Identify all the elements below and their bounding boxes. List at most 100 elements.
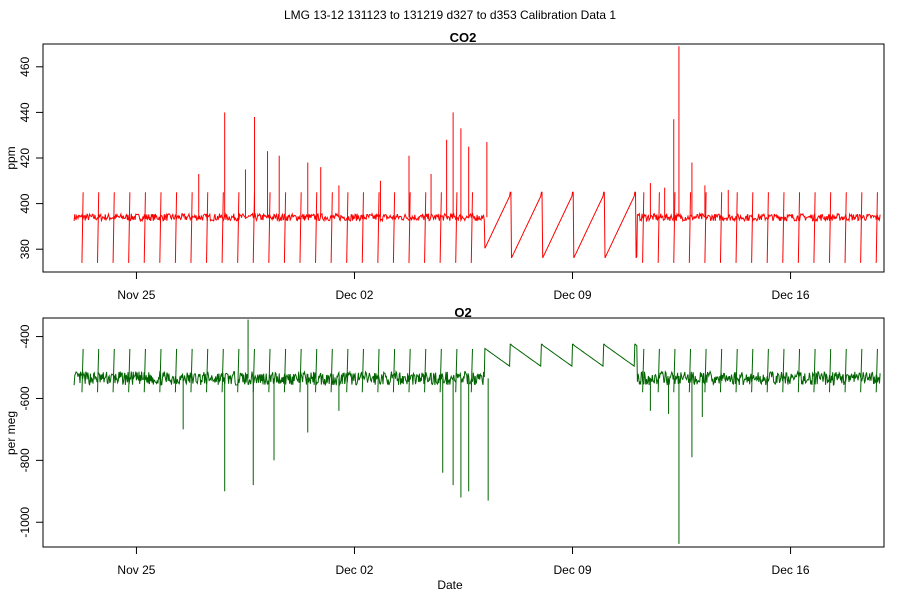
co2-x-tick-label: Nov 25 xyxy=(117,288,155,302)
o2-calibration-mark xyxy=(237,348,240,393)
o2-panel-title: O2 xyxy=(454,305,471,320)
o2-x-tick-label: Dec 16 xyxy=(772,563,810,577)
co2-calibration-mark xyxy=(159,192,162,263)
o2-calibration-mark xyxy=(112,348,115,393)
co2-calibration-mark xyxy=(688,192,692,263)
o2-calibration-mark xyxy=(315,348,318,393)
o2-y-axis-label: per meg xyxy=(4,411,18,455)
o2-calibration-mark xyxy=(159,348,162,393)
co2-calibration-mark xyxy=(268,192,271,263)
co2-series-line xyxy=(73,191,881,259)
co2-calibration-mark xyxy=(719,192,723,263)
co2-calibration-mark xyxy=(392,192,396,263)
co2-calibration-mark xyxy=(315,192,318,263)
o2-calibration-mark xyxy=(828,348,832,393)
co2-calibration-mark xyxy=(97,192,100,263)
o2-x-tick-label: Dec 02 xyxy=(335,563,373,577)
o2-calibration-mark xyxy=(268,348,271,393)
co2-calibration-mark xyxy=(875,192,878,263)
figure-title: LMG 13-12 131123 to 131219 d327 to d353 … xyxy=(284,8,616,22)
o2-calibration-mark xyxy=(283,348,287,393)
co2-calibration-mark xyxy=(860,192,863,263)
o2-panel: O2 per meg Date Nov 25 Dec 02 Dec 09 Dec 16… xyxy=(4,305,885,592)
co2-calibration-mark xyxy=(470,192,473,263)
co2-calibration-mark xyxy=(766,192,769,263)
o2-calibration-mark xyxy=(766,348,769,393)
o2-y-tick-label: -400 xyxy=(18,324,32,348)
co2-calibration-mark xyxy=(377,192,380,263)
co2-calibration-mark xyxy=(828,192,832,263)
co2-calibration-mark xyxy=(439,192,442,263)
co2-calibration-mark xyxy=(174,192,178,263)
o2-series-line xyxy=(73,343,881,387)
o2-y-tick-label: -1000 xyxy=(18,507,32,538)
o2-calibration-mark xyxy=(330,348,333,393)
co2-calibration-mark xyxy=(797,192,801,263)
co2-x-tick-label: Dec 02 xyxy=(335,288,373,302)
o2-calibration-mark xyxy=(392,348,396,393)
o2-calibration-mark xyxy=(844,348,847,393)
co2-calibration-mark xyxy=(782,192,785,263)
co2-plot-area xyxy=(73,46,881,263)
co2-calibration-mark xyxy=(190,192,193,263)
o2-y-tick-label: -600 xyxy=(18,386,32,410)
co2-calibration-mark xyxy=(237,192,240,263)
co2-calibration-mark xyxy=(844,192,847,263)
co2-calibration-mark xyxy=(221,192,224,263)
co2-panel: CO2 ppm Nov 25 Dec 02 Dec 09 Dec 16 380 400 42… xyxy=(4,30,885,302)
co2-x-tick-label: Dec 16 xyxy=(772,288,810,302)
o2-calibration-mark xyxy=(174,348,178,393)
co2-y-tick-label: 380 xyxy=(18,239,32,259)
co2-y-tick-label: 420 xyxy=(18,148,32,168)
co2-calibration-mark xyxy=(81,192,84,263)
co2-x-tick-label: Dec 09 xyxy=(554,288,592,302)
co2-calibration-mark xyxy=(299,192,302,263)
o2-plot-frame xyxy=(42,317,885,548)
o2-plot-area xyxy=(73,319,881,544)
o2-calibration-mark xyxy=(860,348,863,393)
co2-calibration-mark xyxy=(128,192,131,263)
co2-y-tick-label: 400 xyxy=(18,193,32,213)
o2-axes: Nov 25 Dec 02 Dec 09 Dec 16 -1000 -800 -600 -40… xyxy=(18,324,810,577)
o2-calibration-mark xyxy=(704,348,707,393)
co2-calibration-mark xyxy=(735,192,738,263)
o2-calibration-mark xyxy=(875,348,878,393)
o2-calibration-mark xyxy=(299,348,302,393)
o2-calibration-mark xyxy=(719,348,723,393)
o2-calibration-mark xyxy=(688,348,692,393)
co2-y-tick-label: 460 xyxy=(18,56,32,76)
o2-x-axis-label: Date xyxy=(437,578,463,592)
co2-calibration-mark xyxy=(455,192,458,263)
co2-calibration-mark xyxy=(346,192,349,263)
o2-calibration-mark xyxy=(439,348,442,393)
co2-axes: Nov 25 Dec 02 Dec 09 Dec 16 380 400 420 440 460 xyxy=(18,56,810,302)
o2-calibration-mark xyxy=(190,348,193,393)
co2-y-tick-label: 440 xyxy=(18,102,32,122)
o2-calibration-mark xyxy=(97,348,100,393)
co2-calibration-mark xyxy=(704,192,707,263)
co2-calibration-mark xyxy=(112,192,115,263)
o2-calibration-mark xyxy=(455,348,458,393)
o2-calibration-mark xyxy=(361,348,364,393)
o2-calibration-mark xyxy=(424,348,427,393)
o2-calibration-mark xyxy=(642,348,645,393)
o2-calibration-mark xyxy=(206,348,209,393)
o2-calibration-mark xyxy=(128,348,131,393)
o2-calibration-mark xyxy=(143,348,146,393)
o2-calibration-mark xyxy=(346,348,349,393)
o2-calibration-mark xyxy=(81,348,84,393)
co2-calibration-mark xyxy=(424,192,427,263)
co2-calibration-mark xyxy=(330,192,333,263)
o2-calibration-mark xyxy=(673,348,676,393)
co2-y-axis-label: ppm xyxy=(4,146,18,169)
o2-x-tick-label: Dec 09 xyxy=(554,563,592,577)
co2-calibration-mark xyxy=(283,192,287,263)
co2-calibration-mark xyxy=(361,192,364,263)
o2-calibration-mark xyxy=(221,348,224,393)
co2-calibration-mark xyxy=(751,192,754,263)
co2-calibration-mark xyxy=(813,192,816,263)
co2-calibration-mark xyxy=(673,192,676,263)
o2-calibration-mark xyxy=(813,348,816,393)
co2-panel-title: CO2 xyxy=(450,30,477,45)
